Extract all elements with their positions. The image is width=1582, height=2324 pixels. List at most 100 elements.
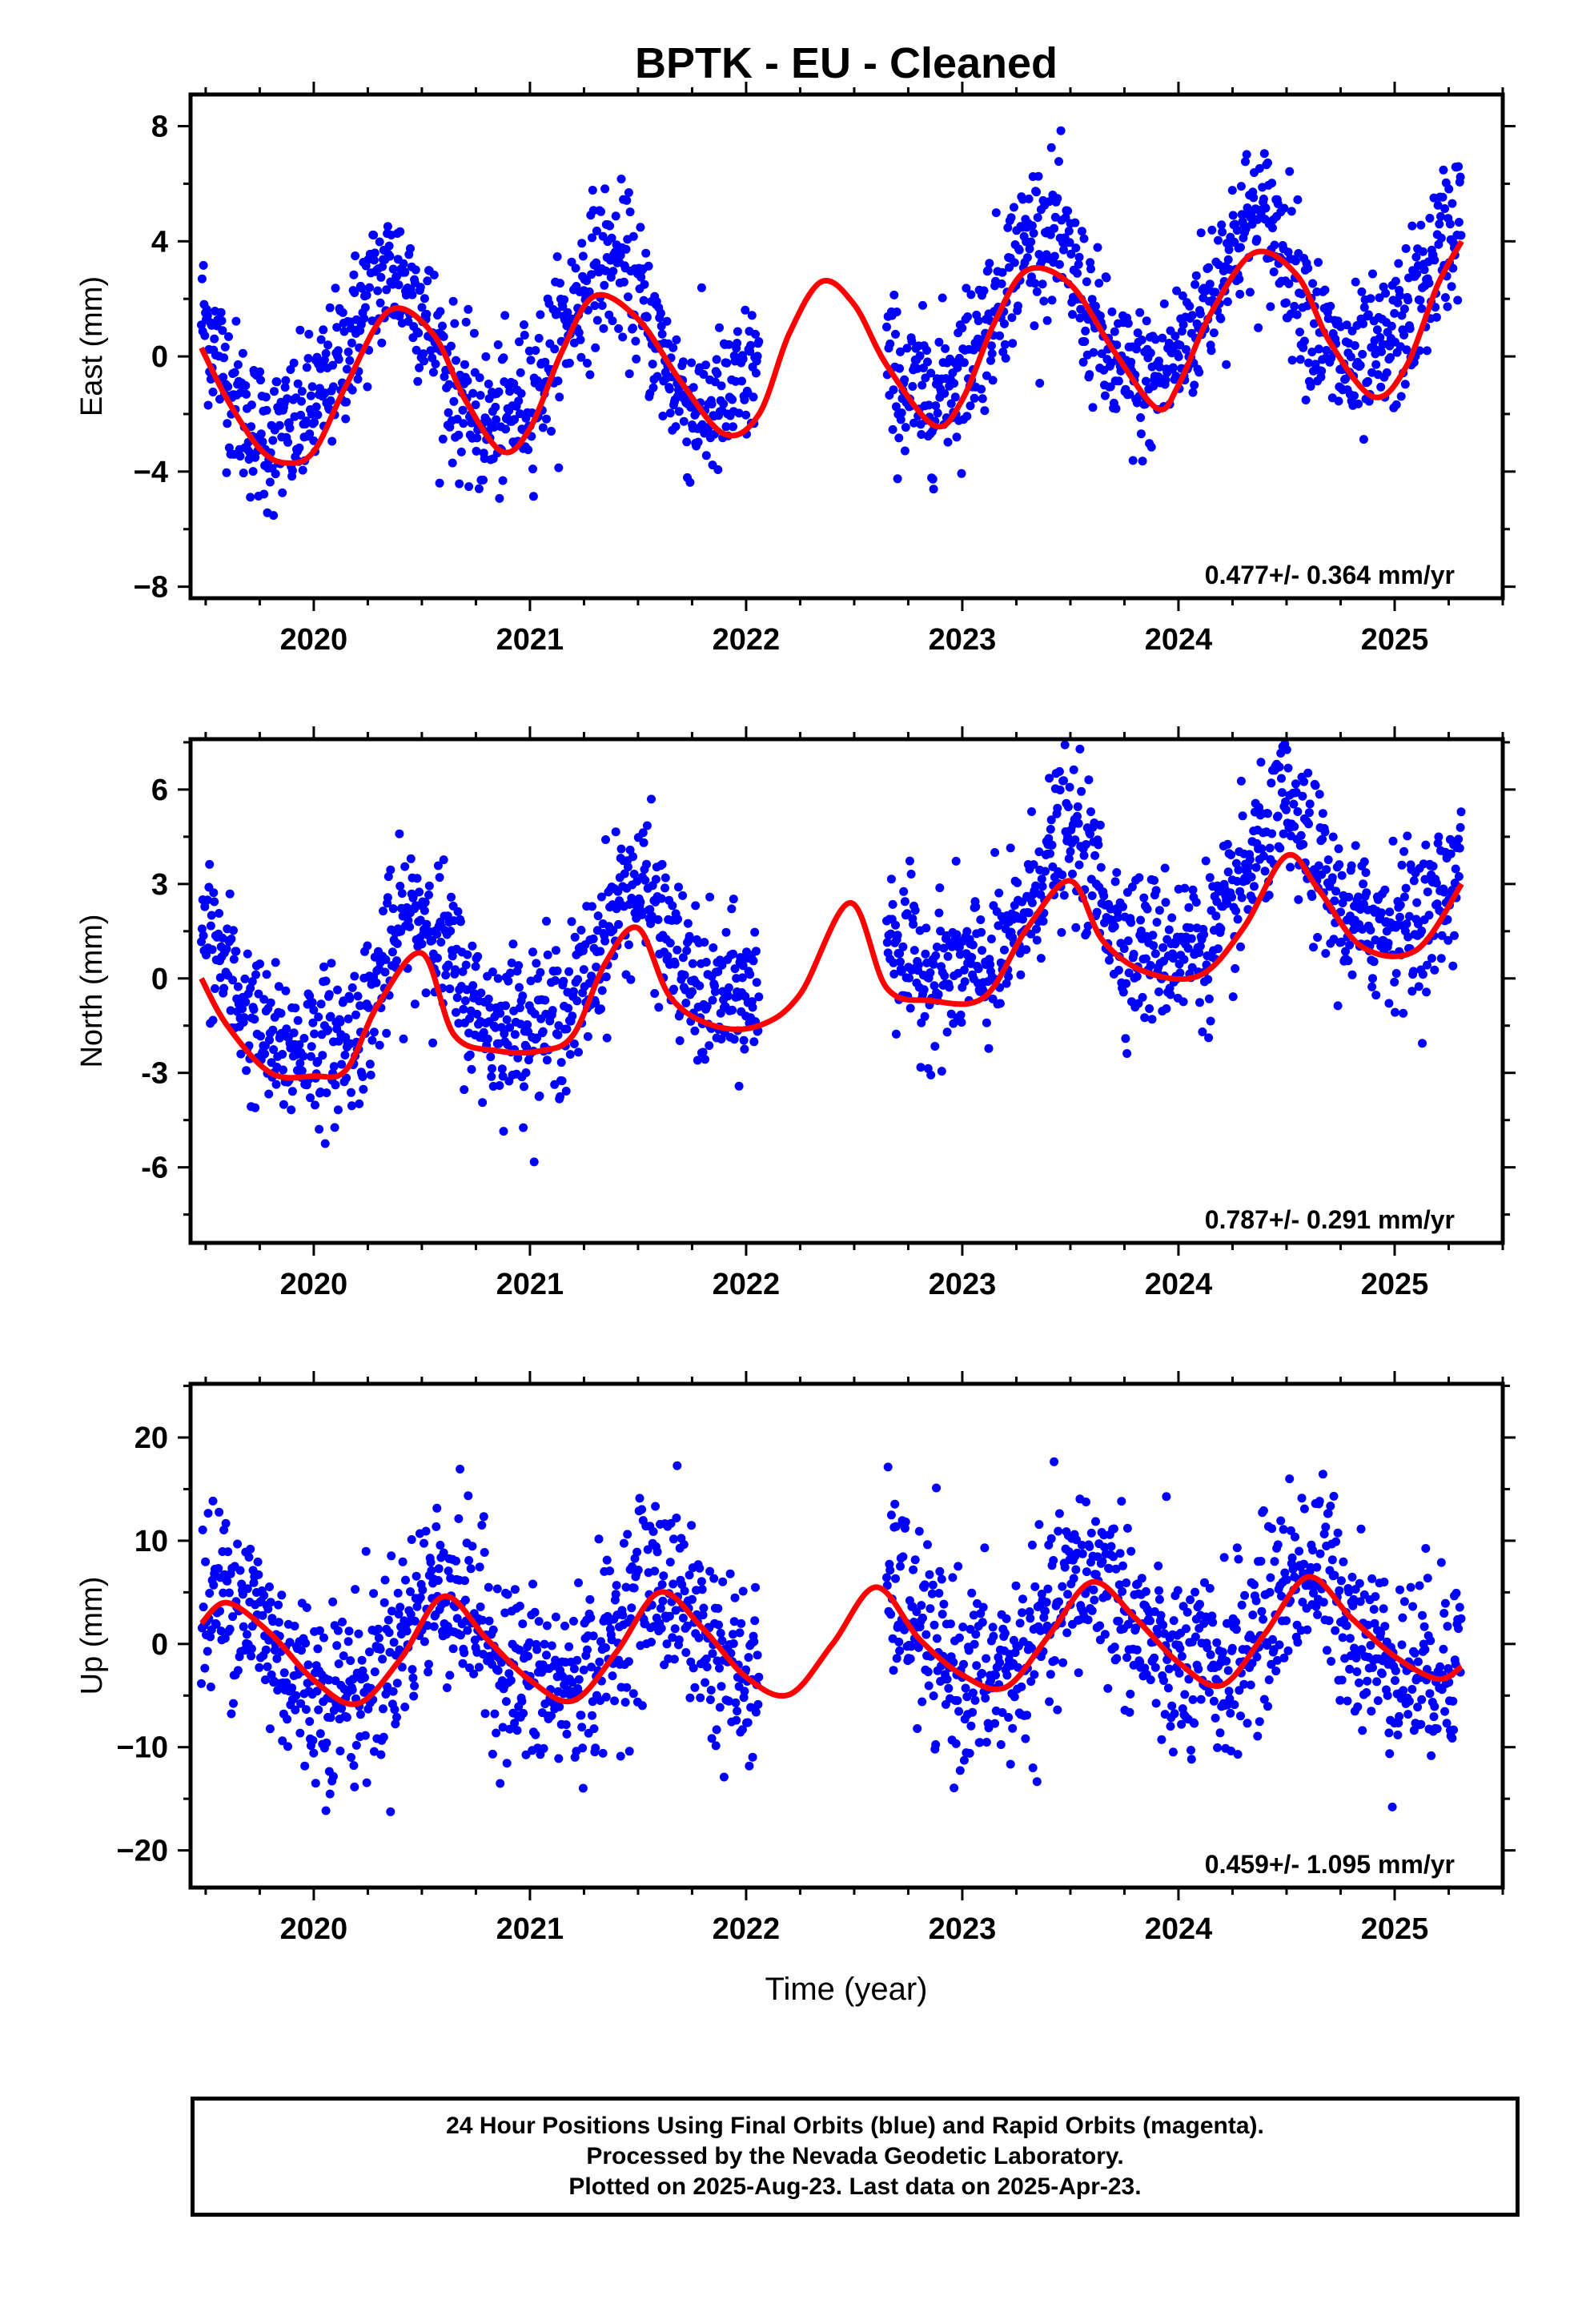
data-point [1170,1709,1179,1719]
data-point [1154,362,1164,372]
data-point [1131,1623,1141,1633]
data-point [420,294,429,304]
data-point [1351,277,1360,287]
data-point [1042,1598,1051,1607]
data-point [568,1678,577,1687]
data-point [914,1526,924,1536]
data-point [1064,227,1074,235]
data-point [329,1062,339,1072]
data-point [1154,1561,1163,1570]
data-point [388,1687,398,1696]
data-point [996,1740,1006,1749]
data-point [1082,928,1091,938]
data-point [1168,954,1178,963]
data-point [349,1761,359,1771]
data-point [378,262,387,271]
data-point [1246,1680,1255,1690]
data-point [335,1747,345,1755]
data-point [347,1685,357,1695]
data-point [749,956,758,966]
data-point [1042,316,1052,325]
data-point [1418,1039,1427,1048]
data-point [422,919,432,929]
data-point [751,1707,761,1717]
data-point [576,1711,586,1720]
data-point [1223,1618,1231,1628]
data-point [624,940,633,950]
data-point [1265,1587,1275,1597]
data-point [247,1644,256,1654]
data-point [608,926,618,935]
data-point [1215,1728,1225,1738]
data-point [956,1010,966,1019]
data-point [281,376,291,385]
data-point [536,310,545,320]
data-point [685,477,695,487]
data-point [1256,758,1266,767]
data-point [1030,1670,1039,1679]
data-point [305,1717,315,1727]
data-point [467,1064,476,1074]
data-point [1375,332,1385,342]
data-point [569,987,578,996]
data-point [596,207,605,216]
data-point [1058,1582,1067,1591]
data-point [1175,340,1185,350]
data-point [650,989,660,998]
data-point [428,935,437,945]
data-point [1162,1004,1171,1013]
data-point [208,1496,218,1506]
data-point [1069,1574,1078,1583]
data-point [642,821,652,830]
data-point [882,938,892,947]
data-point [1006,1759,1015,1769]
data-point [199,1602,208,1612]
data-point [515,409,524,419]
data-point [562,1729,572,1739]
data-point [891,1522,901,1531]
data-point [225,889,235,899]
data-point [396,1602,405,1612]
data-point [229,955,239,964]
data-point [574,1578,583,1587]
data-point [708,995,717,1005]
data-point [1086,258,1095,267]
data-point [1095,1621,1105,1630]
data-point [1412,898,1422,907]
data-point [967,952,977,962]
data-point [369,255,379,265]
data-point [238,348,247,358]
data-point [448,458,457,468]
data-point [203,895,212,905]
data-point [1287,356,1297,365]
data-point [586,1613,596,1622]
data-point [384,1628,394,1638]
data-point [1247,1659,1257,1668]
data-point [1393,298,1403,308]
data-point [464,1556,474,1565]
data-point [1385,907,1395,917]
data-point [905,973,913,983]
data-point [484,380,493,388]
data-point [502,1759,512,1768]
data-point [1032,935,1042,945]
data-point [432,1522,441,1531]
data-point [659,1571,669,1581]
data-point [882,1581,892,1590]
data-point [591,343,600,352]
data-point [938,1610,947,1619]
data-point [1269,267,1279,276]
data-point [722,358,732,368]
data-point [229,1699,238,1708]
data-point [616,251,625,260]
data-point [629,870,639,879]
data-point [1045,197,1054,207]
data-point [920,1011,930,1021]
data-point [293,1015,303,1025]
data-point [574,1047,583,1057]
data-point [427,1566,436,1575]
x-tick-label: 2022 [713,1268,781,1301]
data-point [665,1611,674,1621]
data-point [320,1139,330,1148]
data-point [1168,1747,1178,1757]
